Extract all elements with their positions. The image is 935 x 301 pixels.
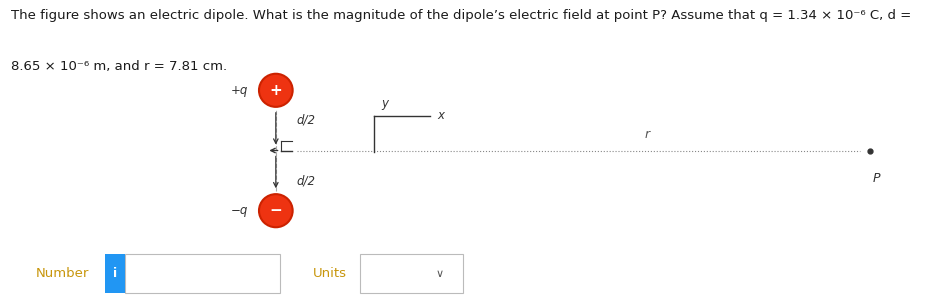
Ellipse shape xyxy=(259,74,293,107)
FancyBboxPatch shape xyxy=(360,254,463,293)
Text: 8.65 × 10⁻⁶ m, and r = 7.81 cm.: 8.65 × 10⁻⁶ m, and r = 7.81 cm. xyxy=(11,60,227,73)
Text: P: P xyxy=(872,172,880,185)
Text: −: − xyxy=(269,203,282,218)
Text: +: + xyxy=(269,83,282,98)
Ellipse shape xyxy=(259,194,293,227)
Text: y: y xyxy=(381,97,388,110)
Text: −q: −q xyxy=(230,204,248,217)
Text: +q: +q xyxy=(230,84,248,97)
Text: The figure shows an electric dipole. What is the magnitude of the dipole’s elect: The figure shows an electric dipole. Wha… xyxy=(11,9,912,22)
Text: Units: Units xyxy=(313,267,347,281)
Text: i: i xyxy=(113,267,117,281)
Text: ∨: ∨ xyxy=(436,269,444,279)
Text: r: r xyxy=(645,129,650,141)
Text: Number: Number xyxy=(36,267,89,281)
Text: d/2: d/2 xyxy=(296,114,315,127)
FancyBboxPatch shape xyxy=(125,254,280,293)
Text: d/2: d/2 xyxy=(296,174,315,187)
FancyBboxPatch shape xyxy=(105,254,125,293)
Text: x: x xyxy=(438,109,444,123)
